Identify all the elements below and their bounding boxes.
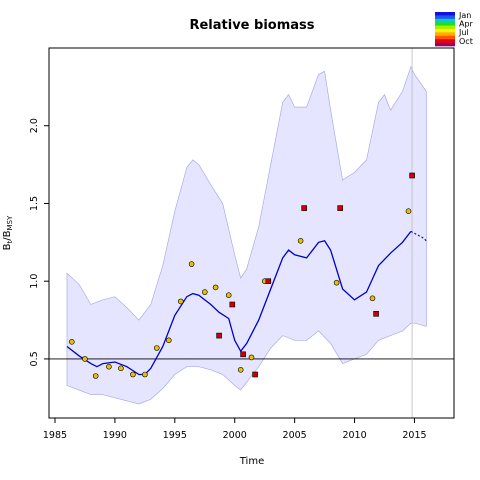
legend-label-jan: Jan xyxy=(458,11,471,20)
data-point-oct xyxy=(229,301,236,308)
x-tick-label: 2005 xyxy=(283,430,307,441)
y-axis: 0.5 1.0 1.5 2.0 xyxy=(29,118,49,366)
data-point-jul xyxy=(333,279,340,286)
x-tick-label: 2010 xyxy=(342,430,366,441)
data-point-jul xyxy=(405,208,412,214)
y-tick-label: 2.0 xyxy=(29,118,40,133)
y-label-mid: /B xyxy=(2,230,13,240)
data-point-jul xyxy=(142,371,148,378)
data-point-jul xyxy=(248,354,255,361)
median-line xyxy=(66,231,412,376)
legend-swatch xyxy=(435,39,455,43)
legend-swatch xyxy=(435,15,455,20)
data-point-jul xyxy=(118,365,124,372)
data-point-jul xyxy=(82,356,88,362)
data-point-oct xyxy=(373,310,379,317)
data-point-jul xyxy=(369,295,376,302)
legend-label-apr: Apr xyxy=(459,20,474,29)
data-point-jul xyxy=(225,292,232,299)
data-point-jul xyxy=(166,337,172,344)
data-point-jul xyxy=(297,238,304,244)
plot-area xyxy=(49,48,454,418)
data-point-jul xyxy=(237,366,244,373)
confidence-band xyxy=(66,65,427,405)
data-point-oct xyxy=(252,371,258,378)
data-point-jul xyxy=(212,284,219,291)
y-label-sub2: MSY xyxy=(6,215,14,230)
x-tick-label: 2000 xyxy=(223,430,247,441)
data-point-jul xyxy=(69,338,75,345)
data-point-jul xyxy=(188,261,195,267)
y-label-main: B xyxy=(2,243,13,250)
x-tick-label: 1985 xyxy=(43,430,67,441)
data-point-oct xyxy=(216,332,222,339)
legend-swatch xyxy=(435,32,455,37)
chart-title: Relative biomass xyxy=(189,18,314,33)
x-axis: 1985 1990 1995 2000 2005 2010 2015 xyxy=(43,418,427,441)
data-point-oct xyxy=(301,205,308,211)
data-point-oct xyxy=(265,278,272,285)
legend-swatch xyxy=(435,35,455,40)
x-axis-label: Time xyxy=(239,456,264,467)
y-tick-label: 1.5 xyxy=(29,196,40,211)
legend-label-jul: Jul xyxy=(458,28,469,37)
legend-swatch xyxy=(435,42,455,47)
legend-label-oct: Oct xyxy=(459,37,473,46)
legend-swatch xyxy=(435,12,455,16)
y-tick-label: 1.0 xyxy=(29,274,40,289)
data-point-jul xyxy=(106,363,112,370)
data-point-jul xyxy=(92,373,99,379)
x-tick-label: 1995 xyxy=(163,430,187,441)
data-point-jul xyxy=(154,345,160,351)
x-tick-label: 2015 xyxy=(402,430,426,441)
data-point-oct xyxy=(337,205,344,211)
data-point-jul xyxy=(178,298,184,305)
plot-frame xyxy=(48,47,455,419)
y-label-sub: t xyxy=(6,240,14,243)
y-tick-label: 0.5 xyxy=(29,351,40,366)
x-tick-label: 1990 xyxy=(103,430,127,441)
data-point-oct xyxy=(409,172,415,179)
legend-swatch xyxy=(435,25,455,30)
data-point-oct xyxy=(240,351,246,358)
data-point-jul xyxy=(130,371,136,378)
legend-swatch xyxy=(435,29,455,33)
legend-swatch xyxy=(435,18,455,23)
y-axis-label: Bt/BMSY xyxy=(2,215,14,250)
data-point-jul xyxy=(202,289,208,295)
observation-points xyxy=(69,172,415,379)
legend-swatch xyxy=(435,22,455,26)
